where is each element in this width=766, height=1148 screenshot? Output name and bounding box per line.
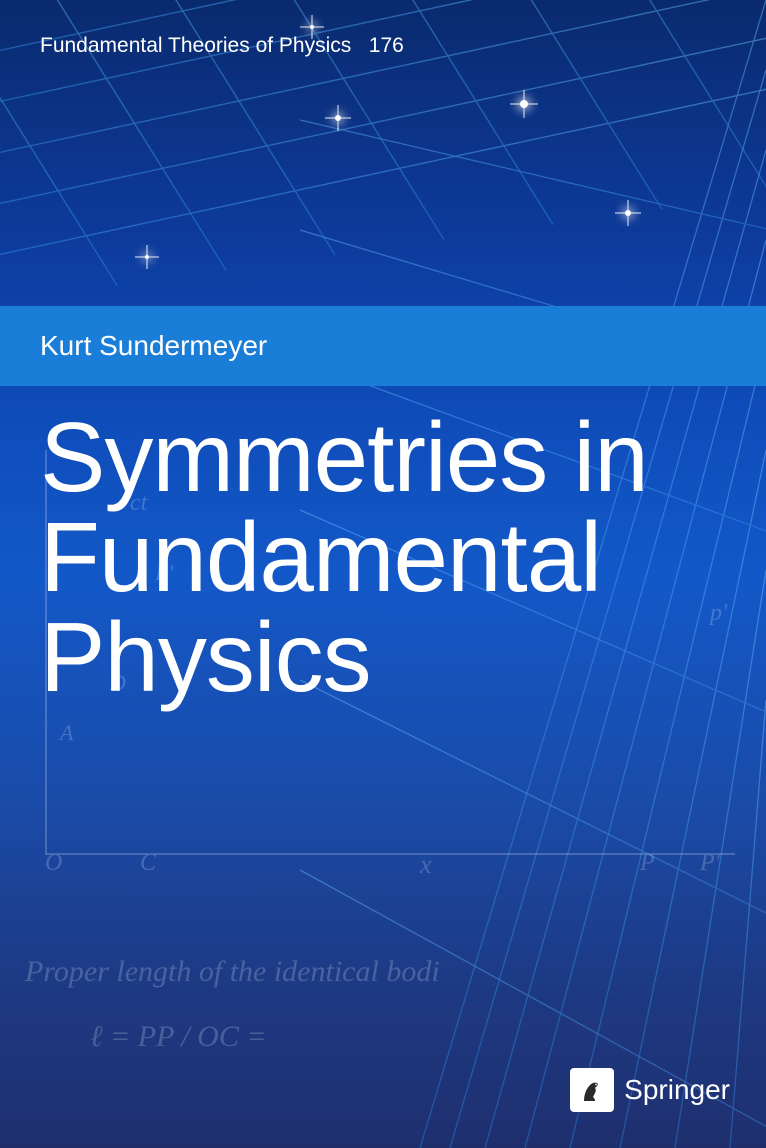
sparkle-icon — [335, 115, 341, 121]
series-volume: 176 — [369, 34, 404, 57]
series-name: Fundamental Theories of Physics — [40, 34, 351, 57]
publisher-block: Springer — [570, 1068, 730, 1112]
author-band: Kurt Sundermeyer — [0, 306, 766, 386]
author-name: Kurt Sundermeyer — [40, 330, 267, 362]
chalk-annotation: A — [60, 720, 73, 746]
sparkle-icon — [625, 210, 631, 216]
book-title: Symmetries in Fundamental Physics — [40, 408, 706, 708]
book-cover: Minkowski's explanation of length coctB'… — [0, 0, 766, 1148]
chalk-annotation: C — [140, 850, 156, 877]
chalk-annotation: P' — [700, 850, 720, 877]
publisher-name: Springer — [624, 1074, 730, 1106]
series-label: Fundamental Theories of Physics 176 — [0, 34, 766, 58]
chalk-annotation: x — [420, 850, 432, 880]
chalk-annotation: P — [640, 850, 655, 877]
chalk-axis — [45, 853, 735, 855]
chalk-annotation: O — [45, 850, 62, 877]
chalk-annotation: Proper length of the identical bodi — [25, 955, 440, 989]
sparkle-icon — [310, 25, 314, 29]
publisher-logo-icon — [570, 1068, 614, 1112]
sparkle-icon — [520, 100, 528, 108]
chalk-annotation: p' — [710, 600, 727, 627]
sparkle-icon — [145, 255, 149, 259]
chalk-annotation: ℓ = PP / OC = — [90, 1020, 267, 1054]
